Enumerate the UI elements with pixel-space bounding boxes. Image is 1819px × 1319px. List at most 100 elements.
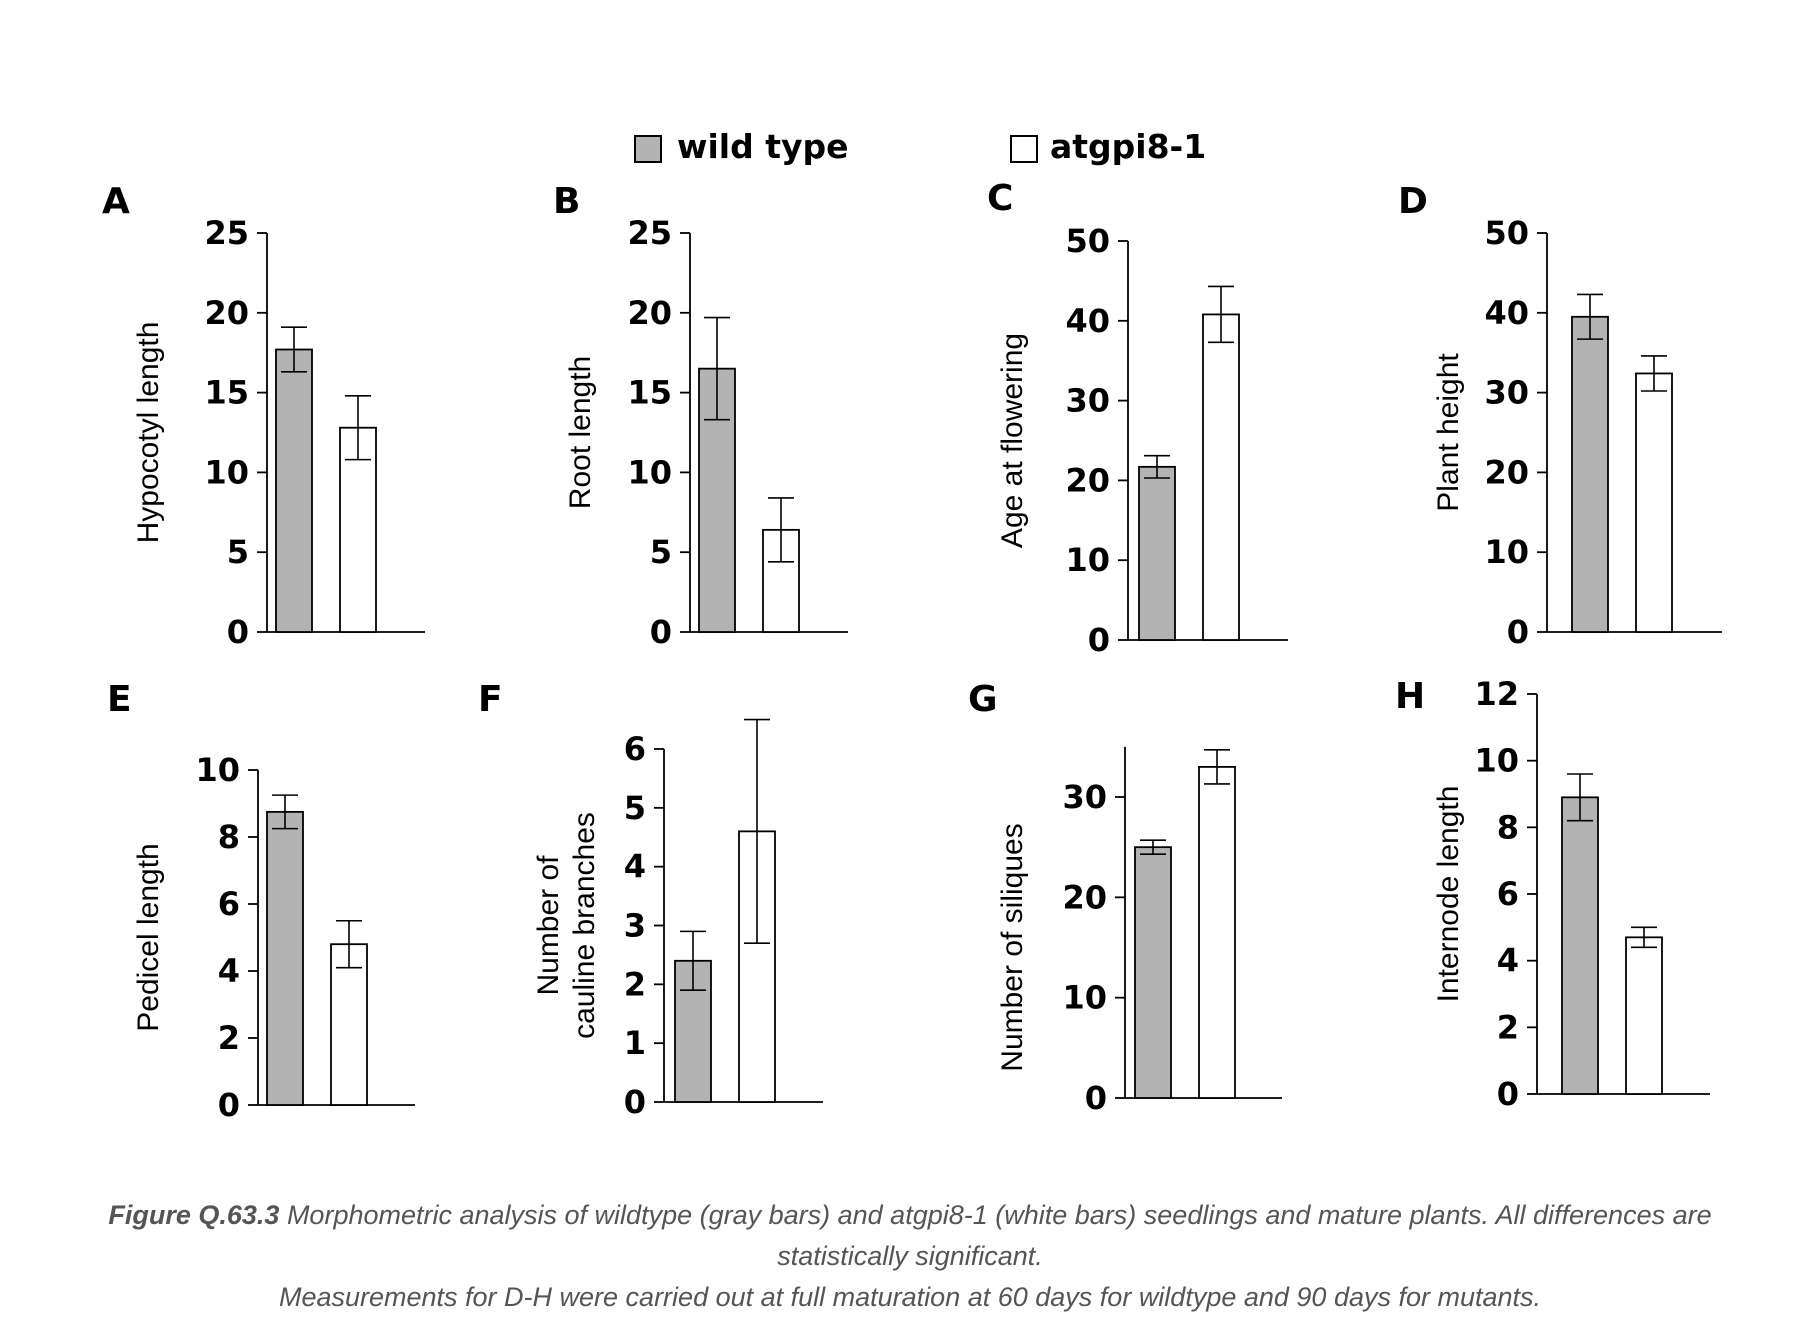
legend-label-atgpi8-1: atgpi8-1 xyxy=(1050,127,1206,166)
y-tick-label-a: 5 xyxy=(227,533,249,571)
y-tick-label-a: 20 xyxy=(204,294,249,332)
y-tick-label-g: 30 xyxy=(1062,778,1107,816)
y-tick-label-c: 40 xyxy=(1065,302,1110,340)
caption-text: Morphometric analysis of wildtype (gray … xyxy=(279,1200,1712,1271)
panel-letter-h: H xyxy=(1395,676,1425,717)
y-tick-label-e: 2 xyxy=(218,1019,240,1057)
y-tick-label-e: 6 xyxy=(218,885,240,923)
bar-h-atgpi8-1 xyxy=(1625,936,1663,1095)
y-axis-label-f: Number of cauline branches xyxy=(532,812,601,1039)
panel-letter-b: B xyxy=(553,181,580,222)
y-axis-label-e: Pedicel length xyxy=(132,843,165,1031)
y-tick-label-a: 15 xyxy=(204,374,249,412)
panel-letter-c: C xyxy=(987,178,1013,219)
y-tick-label-c: 30 xyxy=(1065,382,1110,420)
bar-a-atgpi8-1 xyxy=(339,426,377,633)
y-axis-label-line: cauline branches xyxy=(568,812,601,1039)
y-tick-label-b: 10 xyxy=(627,453,672,491)
legend-swatch-wild-type xyxy=(634,135,662,163)
y-tick-label-h: 0 xyxy=(1497,1075,1519,1113)
y-axis-label-g: Number of siliques xyxy=(996,823,1029,1071)
y-axis-label-line: Age at flowering xyxy=(996,333,1029,548)
y-tick-label-b: 0 xyxy=(650,613,672,651)
y-tick-label-f: 2 xyxy=(624,965,646,1003)
y-tick-label-h: 4 xyxy=(1497,942,1519,980)
y-tick-label-d: 30 xyxy=(1484,374,1529,412)
legend-swatch-atgpi8-1 xyxy=(1010,135,1038,163)
panel-f: F 0 1 2 3 4 5 6 Number of cauline branches xyxy=(478,679,823,1121)
y-axis-label-line: Internode length xyxy=(1432,786,1465,1003)
caption-lead: Figure Q.63.3 xyxy=(108,1200,280,1230)
y-tick-label-b: 15 xyxy=(627,374,672,412)
panel-a: A 0 5 10 15 20 25 Hypocotyl length xyxy=(102,181,425,651)
y-axis-label-h: Internode length xyxy=(1432,786,1465,1003)
panel-h: H 0 2 4 6 8 10 12 Internode length xyxy=(1395,675,1710,1113)
panel-d: D 0 10 20 30 40 50 Plant height xyxy=(1398,181,1722,651)
panel-letter-f: F xyxy=(478,679,503,720)
panel-c: C 0 10 20 30 40 50 Age at flowering xyxy=(987,178,1288,659)
bar-e-atgpi8-1 xyxy=(330,943,368,1106)
y-tick-label-f: 5 xyxy=(624,789,646,827)
y-axis-label-line: Hypocotyl length xyxy=(132,322,165,544)
y-tick-label-b: 20 xyxy=(627,294,672,332)
y-tick-label-h: 8 xyxy=(1497,808,1519,846)
y-axis-label-line: Plant height xyxy=(1432,353,1465,512)
y-tick-label-e: 0 xyxy=(218,1086,240,1124)
y-tick-label-d: 20 xyxy=(1484,453,1529,491)
y-tick-label-a: 0 xyxy=(227,613,249,651)
bar-d-atgpi8-1 xyxy=(1635,372,1673,633)
y-tick-label-c: 50 xyxy=(1065,222,1110,260)
y-tick-label-b: 25 xyxy=(627,214,672,252)
y-tick-label-c: 0 xyxy=(1088,621,1110,659)
y-tick-label-g: 20 xyxy=(1062,878,1107,916)
bar-c-wild-type xyxy=(1138,465,1176,641)
y-tick-label-f: 1 xyxy=(624,1024,646,1062)
figure-caption: Figure Q.63.3 Morphometric analysis of w… xyxy=(60,1195,1760,1318)
y-tick-label-h: 10 xyxy=(1474,742,1519,780)
y-axis-label-a: Hypocotyl length xyxy=(132,322,165,544)
caption-line2: Measurements for D-H were carried out at… xyxy=(278,1282,1542,1312)
panel-b: B 0 5 10 15 20 25 Root length xyxy=(553,181,848,651)
y-tick-label-b: 5 xyxy=(650,533,672,571)
bar-e-wild-type xyxy=(266,810,304,1106)
y-tick-label-d: 50 xyxy=(1484,214,1529,252)
bar-c-atgpi8-1 xyxy=(1202,313,1240,641)
y-tick-label-e: 4 xyxy=(218,952,240,990)
y-tick-label-e: 8 xyxy=(218,818,240,856)
legend-label-wild-type: wild type xyxy=(677,127,849,166)
y-axis-label-line: Pedicel length xyxy=(132,843,165,1031)
y-tick-label-g: 10 xyxy=(1062,979,1107,1017)
y-axis-label-b: Root length xyxy=(564,356,597,509)
y-tick-label-d: 0 xyxy=(1507,613,1529,651)
y-tick-label-e: 10 xyxy=(195,751,240,789)
y-tick-label-c: 20 xyxy=(1065,461,1110,499)
panel-e: E 0 2 4 6 8 10 Pedicel length xyxy=(107,679,415,1124)
y-axis-label-line: Root length xyxy=(564,356,597,509)
bar-h-wild-type xyxy=(1561,796,1599,1095)
y-tick-label-g: 0 xyxy=(1085,1079,1107,1117)
y-tick-label-d: 10 xyxy=(1484,533,1529,571)
panel-g: G 0 10 20 30 Number of siliques xyxy=(968,679,1282,1117)
y-tick-label-h: 12 xyxy=(1474,675,1519,713)
panel-letter-e: E xyxy=(107,679,132,720)
y-tick-label-f: 0 xyxy=(624,1083,646,1121)
bar-g-atgpi8-1 xyxy=(1198,766,1236,1099)
y-tick-label-h: 2 xyxy=(1497,1008,1519,1046)
y-axis-label-line: Number of siliques xyxy=(996,823,1029,1071)
y-tick-label-f: 4 xyxy=(624,848,646,886)
y-tick-label-f: 3 xyxy=(624,907,646,945)
y-axis-label-c: Age at flowering xyxy=(996,333,1029,548)
y-tick-label-a: 10 xyxy=(204,453,249,491)
legend: wild type atgpi8-1 xyxy=(634,127,1206,166)
y-tick-label-f: 6 xyxy=(624,730,646,768)
y-tick-label-d: 40 xyxy=(1484,294,1529,332)
bar-d-wild-type xyxy=(1571,315,1609,633)
panel-letter-g: G xyxy=(968,679,998,720)
bar-a-wild-type xyxy=(275,348,313,633)
panel-letter-d: D xyxy=(1398,181,1428,222)
y-axis-label-d: Plant height xyxy=(1432,353,1465,512)
y-tick-label-h: 6 xyxy=(1497,875,1519,913)
bar-g-wild-type xyxy=(1134,846,1172,1099)
